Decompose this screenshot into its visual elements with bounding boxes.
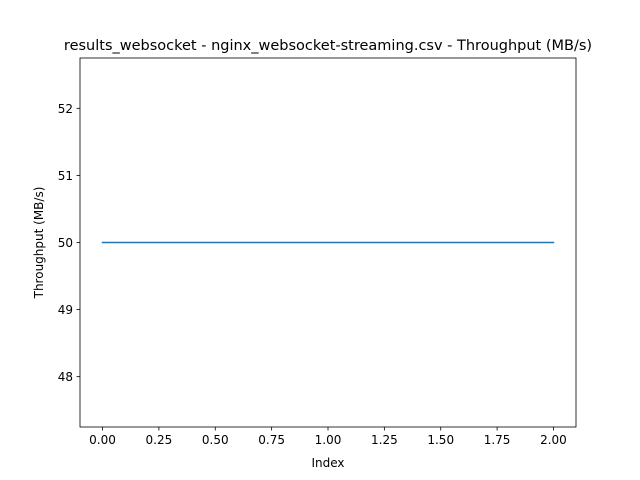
y-tick-label: 49 [58,303,73,317]
x-tick-label: 1.50 [427,433,454,447]
x-tick-label: 0.00 [89,433,116,447]
y-axis-label: Throughput (MB/s) [32,187,46,300]
plot-area [79,57,577,428]
x-axis-ticks: 0.00 0.25 0.50 0.75 1.00 1.25 1.50 1.75 2.00 [89,427,567,447]
x-tick-label: 2.00 [540,433,567,447]
x-axis-label: Index [311,456,344,470]
x-tick-label: 0.25 [146,433,173,447]
chart-title: results_websocket - nginx_websocket-stre… [64,38,592,54]
x-tick-label: 0.75 [258,433,285,447]
x-tick-label: 0.50 [202,433,229,447]
y-tick-label: 51 [58,169,73,183]
x-tick-label: 1.25 [371,433,398,447]
y-tick-label: 48 [58,370,73,384]
y-tick-label: 50 [58,236,73,250]
y-axis-ticks: 48 49 50 51 52 [58,102,80,384]
y-tick-label: 52 [58,102,73,116]
x-tick-label: 1.00 [315,433,342,447]
x-tick-label: 1.75 [484,433,511,447]
